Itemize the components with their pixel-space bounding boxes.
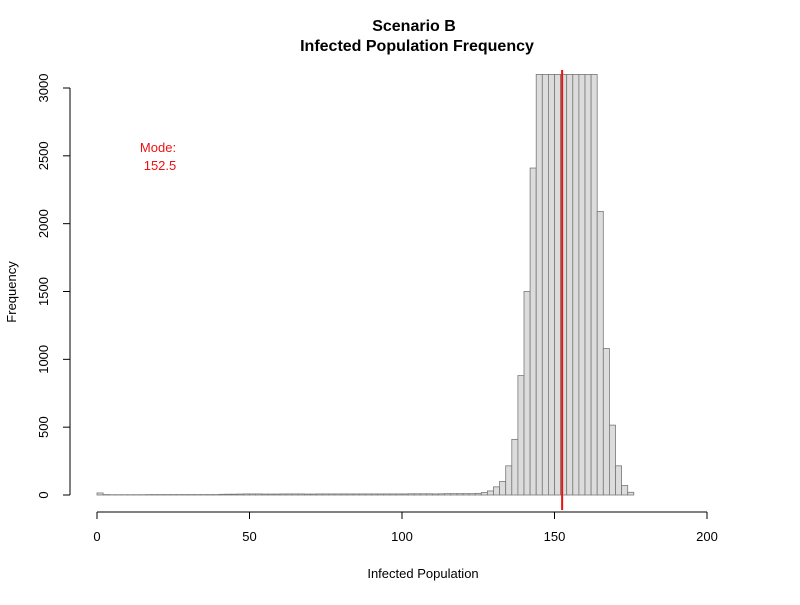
histogram-bar xyxy=(591,74,597,495)
histogram-bar xyxy=(280,494,286,495)
histogram-bar xyxy=(262,494,268,495)
histogram-bar xyxy=(628,492,634,495)
y-tick-label: 0 xyxy=(36,491,51,498)
histogram-bar xyxy=(378,494,384,495)
histogram-bar xyxy=(274,494,280,495)
histogram-bar xyxy=(250,494,256,495)
histogram-bar xyxy=(603,348,609,495)
histogram-bar xyxy=(311,494,317,495)
histogram-bar xyxy=(359,494,365,495)
chart-subtitle: Infected Population Frequency xyxy=(300,38,534,55)
x-tick-label: 150 xyxy=(544,529,566,544)
histogram-bar xyxy=(396,494,402,495)
histogram-bar xyxy=(341,494,347,495)
mode-annotation-label: Mode: xyxy=(140,140,176,155)
x-tick-label: 50 xyxy=(242,529,256,544)
x-tick-label: 0 xyxy=(93,529,100,544)
histogram-bar xyxy=(347,494,353,495)
histogram-bar xyxy=(219,494,225,495)
y-tick-label: 500 xyxy=(36,416,51,438)
histogram-bar xyxy=(573,74,579,495)
histogram-bar xyxy=(304,494,310,495)
histogram-bar xyxy=(494,487,500,495)
histogram-bar xyxy=(597,211,603,495)
histogram-bar xyxy=(457,494,463,495)
x-axis-label: Infected Population xyxy=(367,566,478,581)
histogram-bar xyxy=(475,493,481,495)
histogram-bar xyxy=(97,493,103,495)
histogram-bar xyxy=(567,74,573,495)
histogram-bar xyxy=(268,494,274,495)
histogram-bar xyxy=(323,494,329,495)
chart-title: Scenario B xyxy=(372,18,456,35)
x-tick-label: 100 xyxy=(391,529,413,544)
histogram-bar xyxy=(426,494,432,495)
histogram-bar xyxy=(372,494,378,495)
histogram-bar xyxy=(317,494,323,495)
histogram-bar xyxy=(402,494,408,495)
histogram-bar xyxy=(530,168,536,495)
histogram-bar xyxy=(414,494,420,495)
histogram-bar xyxy=(506,466,512,495)
histogram-bar xyxy=(243,494,249,495)
histogram-bar xyxy=(585,74,591,495)
histogram-bar xyxy=(384,494,390,495)
x-tick-label: 200 xyxy=(696,529,718,544)
histogram-bar xyxy=(353,494,359,495)
histogram-bar xyxy=(524,292,530,496)
y-tick-label: 2000 xyxy=(36,209,51,238)
histogram-bar xyxy=(335,494,341,495)
histogram-bar xyxy=(451,494,457,495)
histogram-bar xyxy=(298,494,304,495)
histogram-bar xyxy=(237,494,243,495)
histogram-bar xyxy=(609,425,615,495)
histogram-bar xyxy=(500,481,506,495)
histogram-bar xyxy=(292,494,298,495)
y-axis-label: Frequency xyxy=(4,261,19,323)
y-tick-label: 2500 xyxy=(36,141,51,170)
mode-annotation-value: 152.5 xyxy=(144,158,177,173)
histogram-bar xyxy=(463,494,469,495)
histogram-bar xyxy=(225,494,231,495)
histogram-bar xyxy=(487,491,493,495)
x-axis: 0 50 100 150 200 xyxy=(93,512,717,544)
histogram-bars xyxy=(97,74,634,495)
histogram-bar xyxy=(433,494,439,495)
histogram-bar xyxy=(231,494,237,495)
histogram-bar xyxy=(365,494,371,495)
histogram-bar xyxy=(555,74,561,495)
histogram-bar xyxy=(469,494,475,495)
histogram-bar xyxy=(616,466,622,495)
histogram-bar xyxy=(408,494,414,495)
histogram-bar xyxy=(536,74,542,495)
histogram-bar xyxy=(439,494,445,495)
histogram-bar xyxy=(542,74,548,495)
histogram-bar xyxy=(579,74,585,495)
histogram-bar xyxy=(512,439,518,495)
histogram-bar xyxy=(286,494,292,495)
y-tick-label: 3000 xyxy=(36,74,51,103)
histogram-bar xyxy=(481,493,487,495)
histogram-bar xyxy=(445,494,451,495)
histogram-bar xyxy=(622,486,628,495)
y-axis: 0 500 1000 1500 2000 2500 3000 xyxy=(36,74,70,499)
histogram-bar xyxy=(256,494,262,495)
histogram-bar xyxy=(390,494,396,495)
histogram-bar xyxy=(420,494,426,495)
histogram-bar xyxy=(329,494,335,495)
histogram-bar xyxy=(518,376,524,495)
y-tick-label: 1000 xyxy=(36,345,51,374)
y-tick-label: 1500 xyxy=(36,277,51,306)
histogram-bar xyxy=(548,74,554,495)
